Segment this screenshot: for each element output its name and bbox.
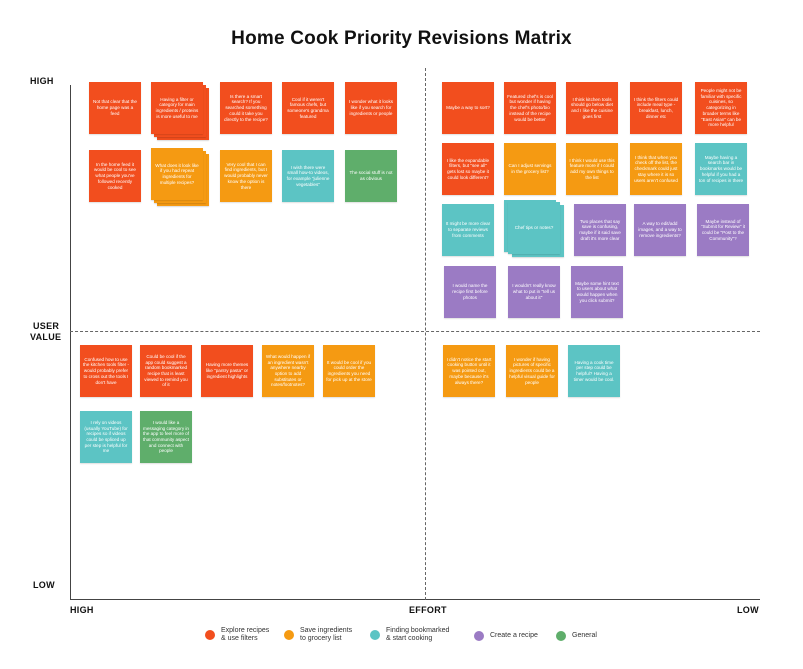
sticky-note: Maybe instead of "Submit for Review" it … [697,204,749,256]
sticky-note: I think kitchen tools should go below di… [566,82,618,134]
x-axis-effort-label: EFFORT [409,605,447,615]
legend-label: Explore recipes & use filters [221,627,270,643]
sticky-note: I would like a messaging category in the… [140,411,192,463]
legend-dot-icon [284,630,294,641]
sticky-note: Not that clear that the home page was a … [89,82,141,134]
sticky-note: Very cool that I can find ingredients, b… [220,150,272,202]
sticky-note: Chef tips or notes? [508,202,560,254]
y-axis-high-label: HIGH [30,76,54,86]
legend-dot-icon [370,630,380,641]
sticky-note: What does it look like if you had repeat… [151,148,203,200]
sticky-note: I wonder if having pictures of specific … [506,345,558,397]
sticky-note: Having a filter or category for main ing… [151,82,203,134]
legend-item-recipe: Create a recipe [474,631,538,641]
sticky-note: Having more themes like "pantry pasta" o… [201,345,253,397]
sticky-note: Featured chef's is cool but wonder if ha… [504,82,556,134]
y-axis-value-label-line2: VALUE [30,332,62,342]
legend-label: Finding bookmarked & start cooking [386,627,450,643]
legend-dot-icon [205,630,215,641]
sticky-note: Maybe a way to sort? [442,82,494,134]
sticky-note-stack: Chef tips or notes? [504,200,564,257]
legend: Explore recipes & use filters Save ingred… [0,627,803,647]
sticky-note: I wouldn't really know what to put in "t… [508,266,560,318]
sticky-note: It might be more clear to separate revie… [442,204,494,256]
sticky-note: The social stuff is not as obvious [345,150,397,202]
sticky-note: I didn't notice the start cooking button… [443,345,495,397]
y-axis-value-label-line1: USER [33,321,60,331]
legend-item-grocery: Save ingredients to grocery list [284,627,352,643]
legend-dot-icon [474,631,484,641]
sticky-note: I think that when you check off the list… [630,143,682,195]
sticky-note: Confused how to use the kitchen tools fi… [80,345,132,397]
sticky-note: I think the filters could include meal t… [630,82,682,134]
sticky-note: I like the expandable filters, but "see … [442,143,494,195]
sticky-note: I think I would use this feature more if… [566,143,618,195]
sticky-note-stack: What does it look like if you had repeat… [151,148,209,206]
sticky-note: What would happen if an ingredient wasn'… [262,345,314,397]
sticky-note: I wish there were small how-to videos, f… [282,150,334,202]
legend-dot-icon [556,631,566,641]
sticky-note: Cool if it weren't famous chefs, but som… [282,82,334,134]
sticky-note: Having a cook time per step could be hel… [568,345,620,397]
sticky-note: It would be cool if you could order the … [323,345,375,397]
sticky-note: Two places that say save is confusing, m… [574,204,626,256]
x-axis-high-label: HIGH [70,605,94,615]
horizontal-midline [70,331,760,332]
sticky-note: People might not be familiar with specif… [695,82,747,134]
sticky-note: In the home feed it would be cool to see… [89,150,141,202]
legend-item-bookmark: Finding bookmarked & start cooking [370,627,449,643]
legend-label: General [572,631,597,639]
sticky-note: Can I adjust servings in the grocery lis… [504,143,556,195]
sticky-note: I rely on videos (usually YouTube) for r… [80,411,132,463]
sticky-note: I would name the recipe first before pho… [444,266,496,318]
y-axis-low-label: LOW [33,580,55,590]
y-axis-line [70,85,71,600]
sticky-note-stack: Having a filter or category for main ing… [151,82,209,140]
sticky-note: A way to edit/add images, and a way to r… [634,204,686,256]
x-axis-line [70,599,760,600]
sticky-note: Maybe some hint text to users about what… [571,266,623,318]
sticky-note: I wonder what it looks like if you searc… [345,82,397,134]
legend-label: Save ingredients to grocery list [300,627,353,643]
sticky-note: Could be cool if the app could suggest a… [140,345,192,397]
page-title: Home Cook Priority Revisions Matrix [231,28,572,49]
legend-item-general: General [556,631,597,641]
sticky-note: Maybe having a search bar in bookmarks w… [695,143,747,195]
x-axis-low-label: LOW [737,605,759,615]
sticky-note: Is there a smart search? If you searched… [220,82,272,134]
vertical-midline [425,68,426,600]
legend-item-explore: Explore recipes & use filters [205,627,269,643]
legend-label: Create a recipe [490,631,538,639]
